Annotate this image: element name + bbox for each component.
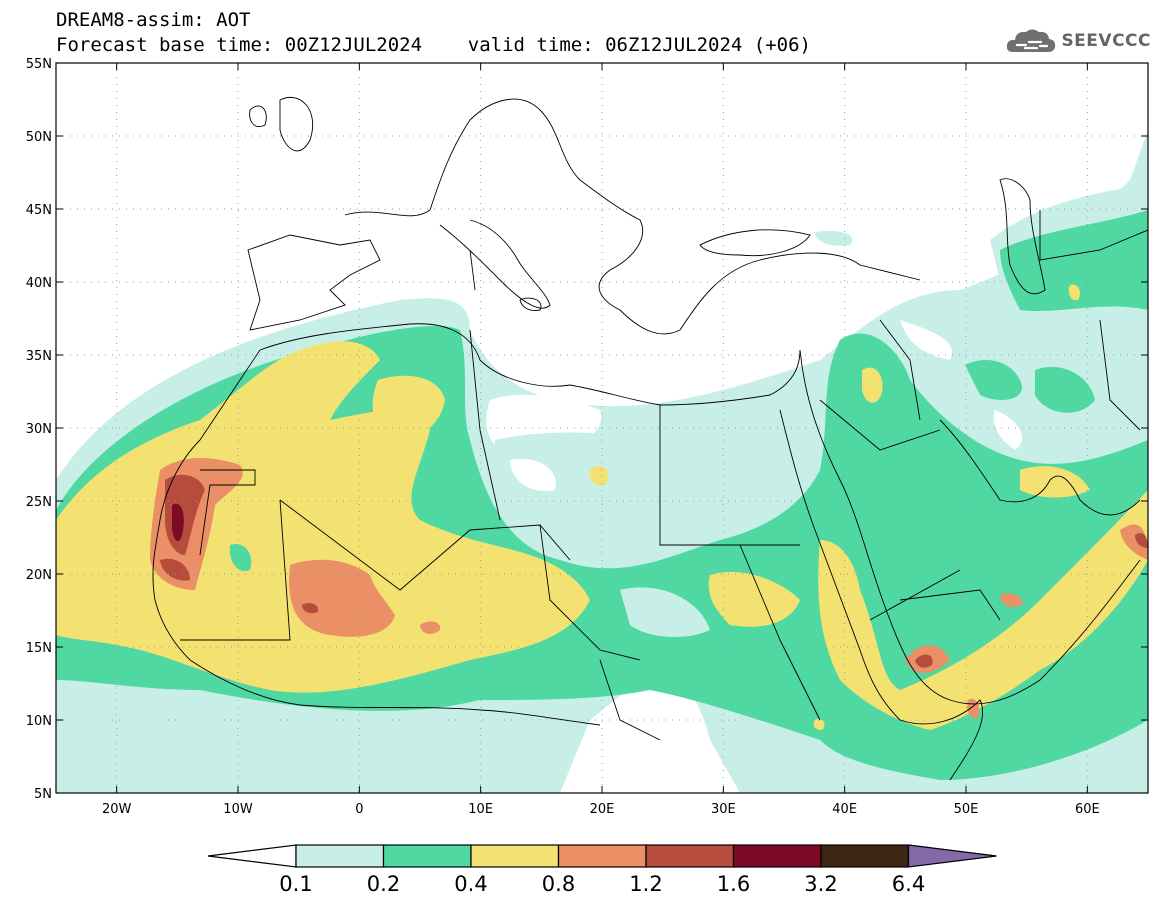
colorbar-bin (470, 844, 560, 868)
lon-tick-label: 40E (832, 802, 857, 817)
lat-tick-label: 50N (26, 130, 52, 145)
lat-tick-label: 45N (26, 203, 52, 218)
coastlines (152, 96, 1148, 781)
colorbar-bin (645, 844, 735, 868)
lat-tick-label: 15N (26, 641, 52, 656)
colorbar-bin (732, 844, 822, 868)
lat-tick-label: 55N (26, 57, 52, 72)
cloud-logo-icon (1007, 29, 1056, 52)
colorbar-bin (820, 844, 910, 868)
seevccc-logo: SEEVCCC (1005, 26, 1151, 56)
lat-tick-label: 20N (26, 568, 52, 583)
aot-clear-area (560, 674, 740, 793)
lon-tick-label: 60E (1075, 802, 1100, 817)
colorbar-label: 1.6 (717, 872, 750, 896)
colorbar-label: 0.2 (367, 872, 400, 896)
colorbar-bin (295, 844, 385, 868)
colorbar-labels: 0.1 0.2 0.4 0.8 1.2 1.6 3.2 6.4 (279, 872, 925, 896)
lon-tick-label: 20E (590, 802, 615, 817)
colorbar-label: 6.4 (892, 872, 925, 896)
colorbar-label: 0.1 (279, 872, 312, 896)
aot-colorbar (207, 844, 997, 868)
aot-level-0.4 (56, 341, 590, 693)
lat-tick-label: 25N (26, 495, 52, 510)
axis-ticks (56, 62, 1148, 794)
lon-tick-label: 0 (355, 802, 363, 817)
logo-text: SEEVCCC (1061, 31, 1151, 51)
colorbar-label: 1.2 (629, 872, 662, 896)
map-title: DREAM8-assim: AOT (56, 9, 251, 31)
colorbar-bin (382, 844, 472, 868)
colorbar-label: 3.2 (804, 872, 837, 896)
longitude-labels: 20W 10W 0 10E 20E 30E 40E 50E 60E (102, 802, 1100, 817)
lon-tick-label: 20W (102, 802, 132, 817)
forecast-time-subtitle: Forecast base time: 00Z12JUL2024 valid t… (56, 34, 811, 56)
lat-tick-label: 10N (26, 714, 52, 729)
lat-tick-label: 5N (34, 787, 52, 802)
lat-lon-grid (56, 63, 1148, 793)
colorbar-label: 0.8 (542, 872, 575, 896)
latitude-labels: 55N 50N 45N 40N 35N 30N 25N 20N 15N 10N 5N (26, 57, 52, 802)
lon-tick-label: 10E (468, 802, 493, 817)
colorbar-under-arrow (207, 844, 297, 868)
aot-level-1.6 (172, 503, 184, 542)
lat-tick-label: 35N (26, 349, 52, 364)
colorbar-bin (557, 844, 647, 868)
colorbar-over-arrow (907, 844, 997, 868)
aot-field (56, 130, 1148, 793)
lon-tick-label: 50E (954, 802, 979, 817)
colorbar-label: 0.4 (454, 872, 487, 896)
lat-tick-label: 40N (26, 276, 52, 291)
lat-tick-label: 30N (26, 422, 52, 437)
lon-tick-label: 10W (223, 802, 253, 817)
lon-tick-label: 30E (711, 802, 736, 817)
